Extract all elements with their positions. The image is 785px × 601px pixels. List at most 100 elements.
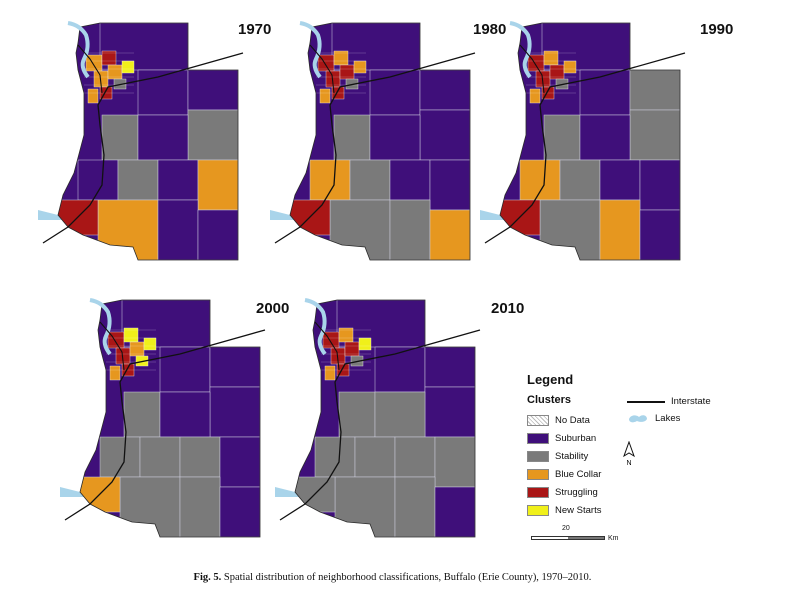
town-region bbox=[394, 436, 436, 478]
lake-icon bbox=[629, 415, 647, 423]
town-region bbox=[139, 436, 181, 478]
scale-bar: 20 Km bbox=[531, 525, 621, 545]
scale-bar-graphic bbox=[531, 536, 605, 540]
interstate-line bbox=[309, 44, 335, 94]
legend-label: Struggling bbox=[555, 487, 598, 498]
town-region bbox=[197, 209, 238, 260]
legend-item-struggling: Struggling bbox=[527, 486, 598, 499]
town-region bbox=[374, 391, 426, 438]
map-year-label-2000: 2000 bbox=[256, 300, 290, 317]
town-region bbox=[209, 346, 260, 388]
city-tract bbox=[319, 88, 331, 104]
town-region bbox=[519, 159, 561, 201]
caption-label: Fig. 5. bbox=[193, 572, 222, 583]
interstate-line bbox=[279, 329, 481, 521]
town-region bbox=[543, 114, 581, 161]
scale-bar-value: 20 bbox=[562, 525, 570, 532]
town-region bbox=[389, 159, 431, 201]
town-region bbox=[539, 199, 601, 260]
legend-label: Lakes bbox=[655, 413, 681, 424]
town-region bbox=[599, 159, 641, 201]
city-tract bbox=[109, 365, 121, 381]
town-region bbox=[599, 199, 641, 260]
map-year-label-2010: 2010 bbox=[491, 300, 525, 317]
town-region bbox=[187, 69, 238, 111]
legend-swatch-stability bbox=[527, 451, 549, 462]
town-region bbox=[209, 300, 260, 348]
town-region bbox=[419, 23, 470, 71]
legend-subtitle: Clusters bbox=[527, 394, 572, 406]
legend-swatch-suburban bbox=[527, 433, 549, 444]
legend-item-stability: Stability bbox=[527, 450, 588, 463]
legend-item-new-starts: New Starts bbox=[527, 504, 601, 517]
map-year-label-1970: 1970 bbox=[238, 21, 272, 38]
town-region bbox=[434, 486, 475, 537]
interstate-line-icon bbox=[627, 400, 665, 403]
legend-swatch-no-data bbox=[527, 415, 549, 426]
legend-label: Blue Collar bbox=[555, 469, 602, 480]
town-region bbox=[219, 436, 260, 488]
town-region bbox=[333, 114, 371, 161]
town-region bbox=[197, 159, 238, 211]
town-region bbox=[429, 209, 470, 260]
town-region bbox=[424, 346, 475, 388]
legend-label: No Data bbox=[555, 415, 590, 426]
map-year-label-1980: 1980 bbox=[473, 21, 507, 38]
interstate-line bbox=[484, 52, 686, 244]
map-legend: Legend Clusters No Data Suburban Stabili… bbox=[527, 370, 757, 550]
town-region bbox=[309, 159, 351, 201]
county-outline bbox=[289, 22, 471, 261]
legend-item-interstate: Interstate bbox=[627, 396, 711, 407]
town-region bbox=[629, 69, 680, 111]
town-region bbox=[77, 159, 119, 201]
town-region bbox=[338, 391, 376, 438]
river-shape bbox=[304, 298, 327, 356]
river-shape bbox=[299, 21, 322, 79]
town-region bbox=[354, 436, 396, 478]
town-region bbox=[157, 159, 199, 201]
town-region bbox=[99, 436, 141, 478]
town-region bbox=[374, 346, 426, 393]
river-shape bbox=[509, 21, 532, 79]
city-tract bbox=[87, 88, 99, 104]
town-region bbox=[389, 199, 431, 260]
town-region bbox=[579, 114, 631, 161]
north-label: N bbox=[626, 460, 631, 467]
town-region bbox=[369, 114, 421, 161]
town-region bbox=[117, 159, 159, 201]
legend-item-lakes: Lakes bbox=[627, 413, 680, 424]
town-region bbox=[101, 114, 139, 161]
legend-swatch-struggling bbox=[527, 487, 549, 498]
town-region bbox=[559, 159, 601, 201]
town-region bbox=[629, 23, 680, 71]
town-region bbox=[334, 476, 396, 537]
town-region bbox=[424, 386, 475, 438]
map-year-label-1990: 1990 bbox=[700, 21, 734, 38]
caption-text: Spatial distribution of neighborhood cla… bbox=[223, 572, 592, 583]
town-region bbox=[179, 476, 221, 537]
town-region bbox=[629, 109, 680, 161]
town-region bbox=[419, 69, 470, 111]
town-region bbox=[434, 436, 475, 488]
legend-label: Stability bbox=[555, 451, 589, 462]
city-tract bbox=[358, 337, 372, 351]
town-region bbox=[429, 159, 470, 211]
town-region bbox=[424, 300, 475, 348]
town-region bbox=[123, 391, 161, 438]
town-region bbox=[187, 109, 238, 161]
interstate-line bbox=[519, 44, 545, 94]
figure-caption: Fig. 5. Spatial distribution of neighbor… bbox=[0, 572, 785, 583]
map-panel-1990 bbox=[480, 21, 686, 261]
town-region bbox=[137, 69, 189, 116]
city-tract bbox=[353, 60, 367, 74]
town-region bbox=[394, 476, 436, 537]
north-arrow-icon: N bbox=[623, 441, 635, 467]
legend-item-suburban: Suburban bbox=[527, 432, 596, 445]
interstate-line bbox=[99, 321, 125, 371]
interstate-line bbox=[314, 321, 340, 371]
town-region bbox=[579, 69, 631, 116]
town-region bbox=[179, 436, 221, 478]
town-region bbox=[137, 114, 189, 161]
town-region bbox=[349, 159, 391, 201]
city-tract bbox=[143, 337, 157, 351]
